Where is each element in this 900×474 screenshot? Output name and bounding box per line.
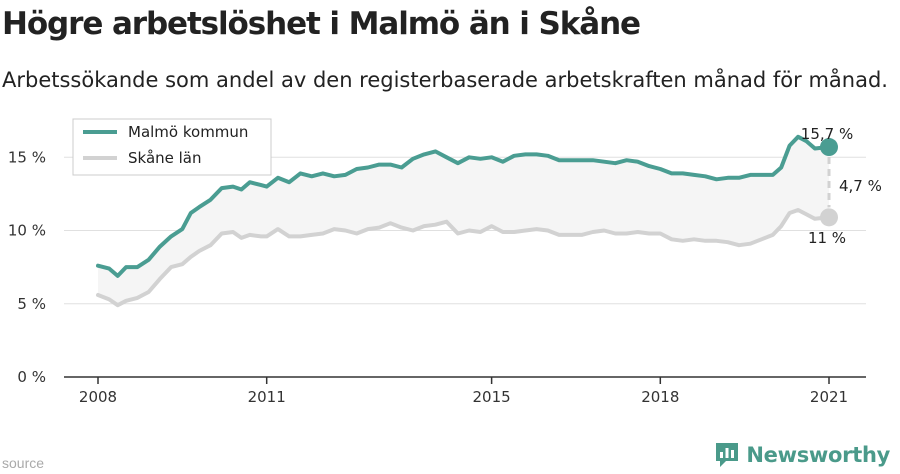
y-tick-label: 15 %	[8, 148, 46, 166]
data-label-skane-last: 11 %	[808, 229, 846, 247]
x-tick-label: 2021	[810, 388, 848, 406]
end-marker-skane	[820, 208, 838, 227]
y-axis-tick-labels: 0 % 5 % 10 % 15 %	[8, 148, 46, 386]
page-subtitle: Arbetssökande som andel av den registerb…	[2, 68, 888, 92]
data-label-difference: 4,7 %	[839, 177, 882, 195]
y-tick-label: 0 %	[17, 368, 46, 386]
brand-name: Newsworthy	[746, 443, 890, 467]
legend: Malmö kommun Skåne län	[72, 118, 272, 176]
end-marker-malmo	[820, 138, 838, 157]
y-tick-label: 5 %	[17, 295, 46, 313]
series-line-malmo-kommun	[96, 134, 831, 278]
brand: Newsworthy	[714, 441, 890, 469]
x-tick-label: 2015	[473, 388, 511, 406]
x-tick-label: 2018	[641, 388, 679, 406]
data-label-malmo-last: 15,7 %	[801, 125, 853, 143]
legend-box	[72, 118, 272, 176]
x-tick-label: 2008	[79, 388, 117, 406]
source-link[interactable]: source	[2, 455, 45, 471]
page-title: Högre arbetslöshet i Malmö än i Skåne	[2, 6, 641, 42]
x-axis-ticks: 2008 2011 2015 2018 2021	[79, 377, 848, 406]
legend-label-skane: Skåne län	[128, 149, 202, 167]
x-tick-label: 2011	[248, 388, 286, 406]
legend-label-malmo: Malmö kommun	[128, 123, 248, 141]
series-line-skane-lan	[96, 208, 831, 308]
y-tick-label: 10 %	[8, 222, 46, 240]
newsworthy-logo-icon	[716, 443, 739, 467]
difference-band	[98, 136, 829, 306]
